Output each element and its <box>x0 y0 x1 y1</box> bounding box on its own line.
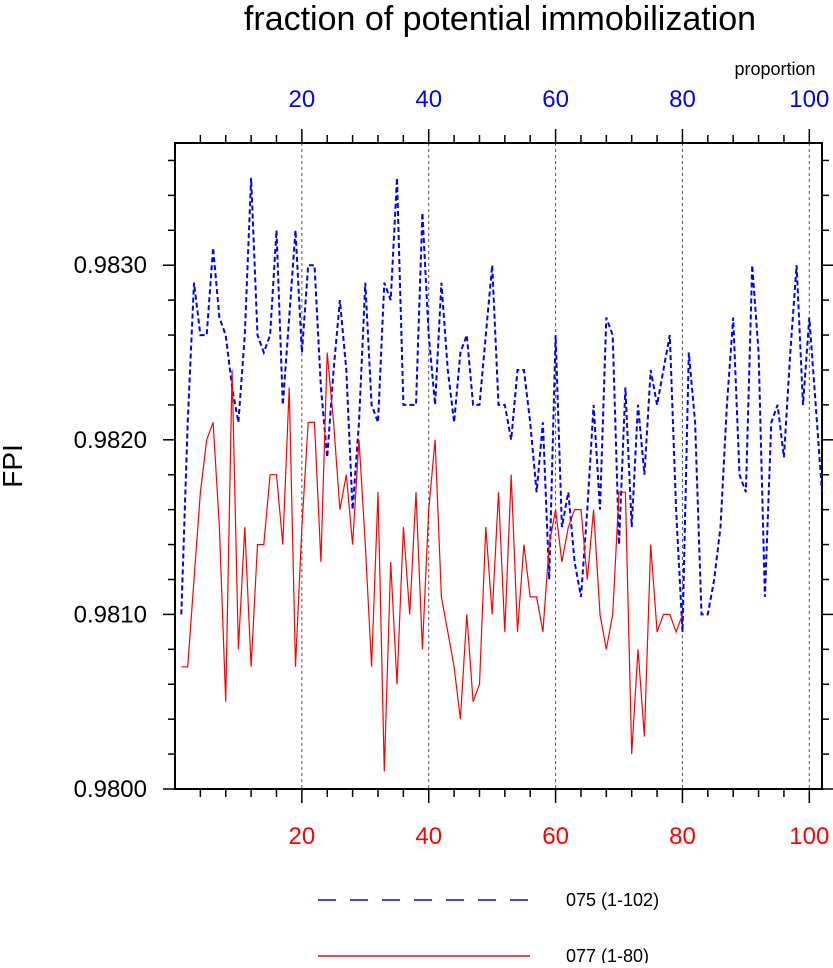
chart-title: fraction of potential immobilization <box>244 0 756 38</box>
x-bottom-tick-label: 80 <box>669 823 696 850</box>
x-top-tick-label: 60 <box>542 86 569 113</box>
x-bottom-tick-label: 20 <box>289 823 316 850</box>
y-tick-label: 0.9830 <box>74 252 147 279</box>
legend: 075 (1-102) 077 (1-80) <box>318 890 659 966</box>
x-top-tick-label: 80 <box>669 86 696 113</box>
y-tick-label: 0.9810 <box>74 601 147 628</box>
legend-label-1: 077 (1-80) <box>566 946 649 963</box>
x-top-tick-label: 40 <box>415 86 442 113</box>
x-bottom-tick-label: 60 <box>542 823 569 850</box>
y-axis-label: FPI <box>0 444 28 488</box>
x-top-tick-label: 100 <box>789 86 829 113</box>
x-bottom-tick-label: 40 <box>415 823 442 850</box>
series-lines <box>180 177 823 772</box>
axes: 0.9800 0.9810 0.9820 0.9830 20 40 60 80 100 20 40 6… <box>74 86 833 850</box>
y-tick-label: 0.9820 <box>74 427 147 454</box>
x-bottom-tick-label: 100 <box>789 823 829 850</box>
legend-label-0: 075 (1-102) <box>566 890 659 910</box>
series-line-1 <box>181 352 684 772</box>
plot-frame <box>174 142 823 790</box>
x-top-tick-label: 20 <box>289 86 316 113</box>
y-tick-label: 0.9800 <box>74 776 147 803</box>
top-axis-label: proportion <box>734 59 815 79</box>
gridlines <box>301 143 810 789</box>
